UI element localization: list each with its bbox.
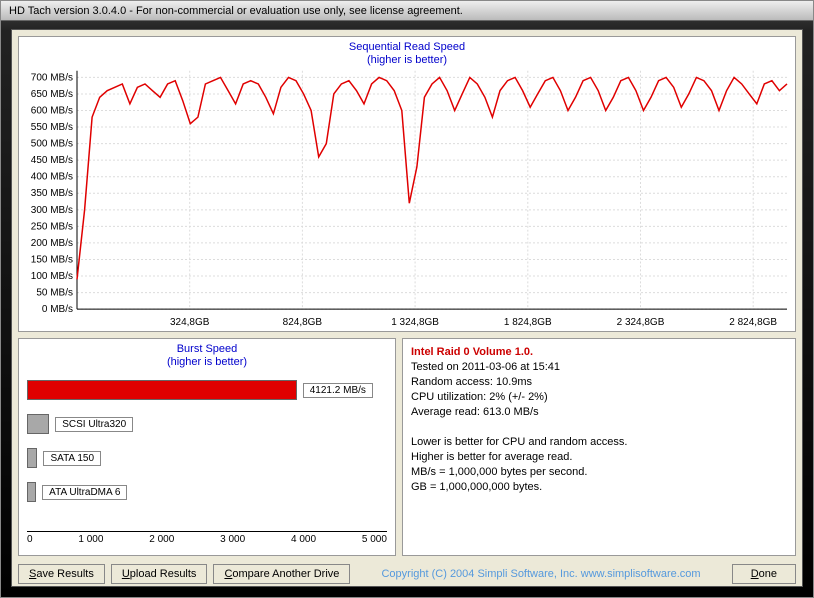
footer-row: Save Results Upload Results Compare Anot… [18, 562, 796, 586]
svg-text:2 324,8GB: 2 324,8GB [617, 317, 665, 328]
bar-label: 4121.2 MB/s [303, 383, 373, 398]
svg-text:150 MB/s: 150 MB/s [31, 254, 73, 265]
burst-x-axis: 01 0002 0003 0004 0005 000 [27, 531, 387, 547]
bar [27, 482, 36, 502]
burst-bar-tested-drive: 4121.2 MB/s [27, 377, 387, 403]
svg-text:324,8GB: 324,8GB [170, 317, 210, 328]
svg-text:350 MB/s: 350 MB/s [31, 188, 73, 199]
svg-text:450 MB/s: 450 MB/s [31, 155, 73, 166]
content-area: Sequential Read Speed (higher is better)… [11, 29, 803, 587]
svg-text:300 MB/s: 300 MB/s [31, 205, 73, 216]
app-window: HD Tach version 3.0.4.0 - For non-commer… [0, 0, 814, 598]
bar [27, 414, 49, 434]
burst-speed-chart: Burst Speed (higher is better) 4121.2 MB… [18, 338, 396, 556]
random-access: Random access: 10.9ms [411, 375, 787, 390]
save-results-button[interactable]: Save Results [18, 564, 105, 584]
info-note: MB/s = 1,000,000 bytes per second. [411, 465, 787, 480]
copyright-text: Copyright (C) 2004 Simpli Software, Inc.… [356, 568, 725, 580]
svg-text:0 MB/s: 0 MB/s [42, 304, 73, 315]
svg-text:650 MB/s: 650 MB/s [31, 89, 73, 100]
svg-text:1 324,8GB: 1 324,8GB [391, 317, 439, 328]
svg-text:824,8GB: 824,8GB [283, 317, 323, 328]
done-button[interactable]: Done [732, 564, 796, 584]
info-note: GB = 1,000,000,000 bytes. [411, 480, 787, 495]
burst-bar-scsi-ultra320: SCSI Ultra320 [27, 411, 387, 437]
svg-text:550 MB/s: 550 MB/s [31, 122, 73, 133]
burst-chart-body: 4121.2 MB/s SCSI Ultra320 SATA 150 ATA Ultr… [27, 373, 387, 547]
svg-text:600 MB/s: 600 MB/s [31, 106, 73, 117]
titlebar: HD Tach version 3.0.4.0 - For non-commer… [1, 1, 813, 21]
drive-name: Intel Raid 0 Volume 1.0. [411, 345, 787, 360]
svg-text:500 MB/s: 500 MB/s [31, 139, 73, 150]
burst-bar-sata-150: SATA 150 [27, 445, 387, 471]
bar-label: SCSI Ultra320 [55, 417, 133, 432]
bar-label: SATA 150 [43, 451, 101, 466]
svg-text:50 MB/s: 50 MB/s [36, 288, 73, 299]
svg-text:1 824,8GB: 1 824,8GB [504, 317, 552, 328]
sequential-read-chart: Sequential Read Speed (higher is better)… [18, 36, 796, 332]
info-note: Lower is better for CPU and random acces… [411, 435, 787, 450]
svg-text:400 MB/s: 400 MB/s [31, 172, 73, 183]
bottom-row: Burst Speed (higher is better) 4121.2 MB… [18, 338, 796, 556]
window-title: HD Tach version 3.0.4.0 - For non-commer… [9, 5, 463, 17]
svg-text:250 MB/s: 250 MB/s [31, 221, 73, 232]
bar [27, 380, 297, 400]
svg-text:200 MB/s: 200 MB/s [31, 238, 73, 249]
average-read: Average read: 613.0 MB/s [411, 405, 787, 420]
drive-info-panel: Intel Raid 0 Volume 1.0. Tested on 2011-… [402, 338, 796, 556]
tested-on: Tested on 2011-03-06 at 15:41 [411, 360, 787, 375]
svg-text:100 MB/s: 100 MB/s [31, 271, 73, 282]
sequential-chart-svg: 0 MB/s 50 MB/s 100 MB/s 150 MB/s 200 MB/s 250… [19, 37, 795, 331]
upload-results-button[interactable]: Upload Results [111, 564, 208, 584]
svg-text:2 824,8GB: 2 824,8GB [729, 317, 777, 328]
bar-label: ATA UltraDMA 6 [42, 485, 127, 500]
burst-chart-title: Burst Speed (higher is better) [19, 339, 395, 369]
burst-bar-ata-ultradma-6: ATA UltraDMA 6 [27, 479, 387, 505]
info-note: Higher is better for average read. [411, 450, 787, 465]
cpu-utilization: CPU utilization: 2% (+/- 2%) [411, 390, 787, 405]
bar [27, 448, 37, 468]
svg-text:700 MB/s: 700 MB/s [31, 72, 73, 83]
compare-drive-button[interactable]: Compare Another Drive [213, 564, 350, 584]
